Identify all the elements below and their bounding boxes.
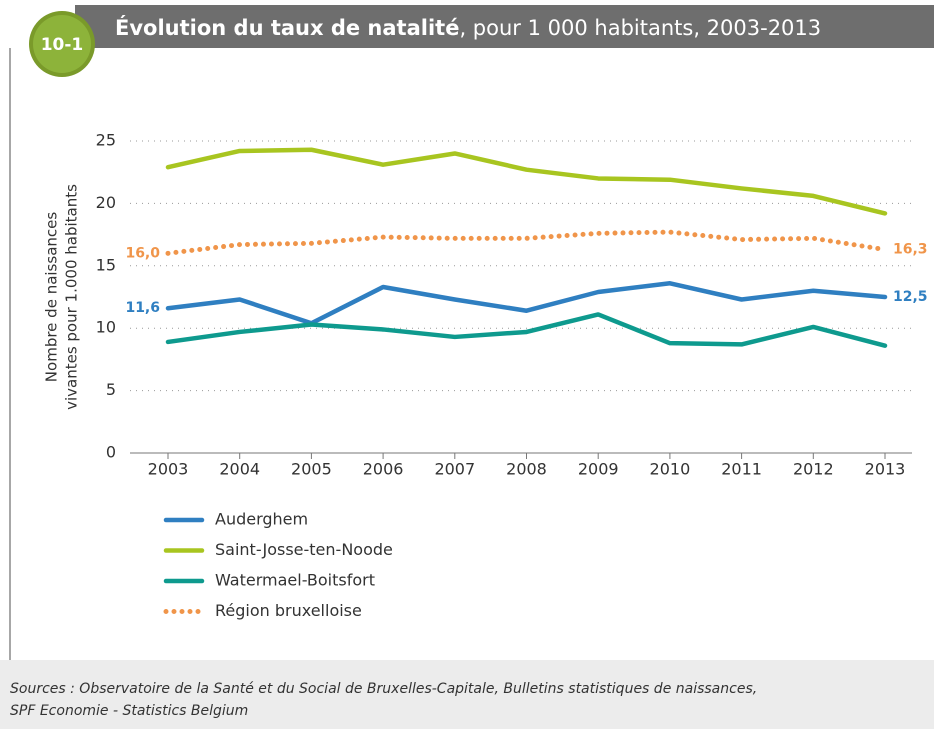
source-line: SPF Economie - Statistics Belgium (10, 703, 248, 719)
data-label: 11,6 (125, 300, 160, 316)
x-tick-label: 2012 (793, 460, 834, 479)
data-label: 16,3 (893, 242, 928, 258)
y-tick-label: 10 (96, 318, 116, 337)
x-tick-label: 2010 (650, 460, 691, 479)
badge (33, 15, 91, 73)
series-line (165, 229, 888, 256)
x-tick-label: 2013 (865, 460, 906, 479)
y-label-line: vivantes pour 1.000 habitants (63, 184, 81, 410)
y-tick-label: 15 (96, 255, 116, 274)
y-tick-label: 20 (96, 193, 116, 212)
x-tick-label: 2009 (578, 460, 619, 479)
y-tick-label: 0 (106, 443, 116, 462)
title-rest: , pour 1 000 habitants, 2003-2013 (459, 16, 821, 40)
footer (0, 660, 934, 729)
data-label: 12,5 (893, 289, 928, 305)
x-tick-label: 2011 (721, 460, 762, 479)
chart-title: Évolution du taux de natalité, pour 1 00… (115, 15, 821, 40)
badge-label: 10-1 (41, 35, 84, 55)
x-tick-label: 2004 (219, 460, 260, 479)
x-tick-label: 2006 (363, 460, 404, 479)
series-line (165, 147, 888, 216)
y-tick-label: 25 (96, 131, 116, 150)
data-label: 16,0 (125, 245, 160, 261)
legend-label: Région bruxelloise (215, 601, 362, 620)
source-line: Sources : Observatoire de la Santé et du… (10, 681, 757, 697)
header-bar (75, 5, 934, 48)
legend-label: Watermael-Boitsfort (215, 571, 375, 590)
x-tick-label: 2003 (148, 460, 189, 479)
legend-label: Auderghem (215, 510, 308, 529)
y-axis-label: Nombre de naissances vivantes pour 1.000… (43, 184, 81, 410)
y-label-line: Nombre de naissances (43, 212, 61, 383)
series-line (165, 281, 888, 326)
y-tick-label: 5 (106, 380, 116, 399)
x-tick-label: 2005 (291, 460, 332, 479)
title-main: Évolution du taux de natalité (115, 15, 459, 40)
series-line (165, 312, 888, 348)
x-tick-label: 2008 (506, 460, 547, 479)
x-tick-label: 2007 (434, 460, 475, 479)
legend-label: Saint-Josse-ten-Noode (215, 540, 393, 559)
